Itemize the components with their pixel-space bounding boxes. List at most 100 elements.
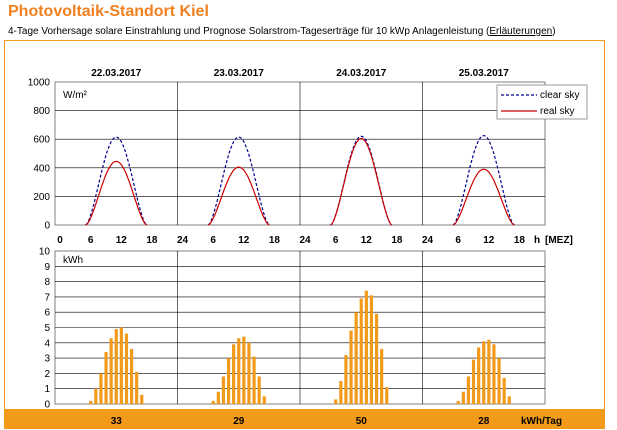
daily-total-label-3: 50 [356, 416, 368, 427]
energy-bar [471, 359, 476, 404]
page-title: Photovoltaik-Standort Kiel [8, 3, 209, 20]
energy-bar [380, 348, 384, 404]
date-label-3: 24.03.2017 [336, 68, 386, 79]
clear-sky-line-day-2 [207, 136, 270, 226]
legend-box [496, 84, 588, 120]
energy-bar [369, 295, 374, 404]
energy-tick-label: 1 [44, 384, 50, 395]
daily-total-label-2: 29 [233, 416, 245, 427]
totals-strip [4, 409, 605, 429]
energy-bar [94, 388, 98, 404]
energy-bar [492, 344, 496, 404]
daily-total-label-1: 33 [111, 416, 123, 427]
energy-tick-label: 3 [44, 354, 50, 365]
energy-bar [104, 351, 108, 404]
energy-tick-label: 9 [44, 262, 50, 273]
hour-tick-label: 18 [514, 235, 526, 246]
energy-bar [242, 336, 246, 404]
irradiance-tick-label: 400 [33, 163, 50, 174]
energy-bar [221, 376, 226, 404]
energy-bar [89, 400, 93, 404]
energy-bar [502, 377, 506, 404]
subtitle-end: ) [552, 26, 556, 37]
totals-unit-label: kWh/Tag [521, 416, 562, 427]
energy-bar [114, 329, 118, 404]
hour-tick-label: 24 [422, 235, 434, 246]
energy-bar [140, 394, 144, 404]
hour-tick-label: 18 [391, 235, 403, 246]
real-sky-line-day-3 [330, 137, 393, 226]
hour-tick-label: 18 [269, 235, 281, 246]
energy-bar [364, 290, 368, 404]
energy-bar [385, 387, 389, 404]
energy-bar [477, 347, 481, 404]
hour-tick-label: 12 [483, 235, 495, 246]
page-subtitle: 4-Tage Vorhersage solare Einstrahlung un… [8, 26, 556, 37]
energy-bar [349, 330, 353, 404]
energy-bar [257, 376, 261, 404]
legend-clear-sky-label: clear sky [540, 90, 579, 101]
energy-tick-label: 2 [44, 369, 50, 380]
energy-bar [466, 376, 471, 404]
irradiance-tick-label: 800 [33, 106, 50, 117]
energy-bar [247, 342, 251, 404]
irradiance-tick-label: 1000 [28, 78, 51, 89]
irradiance-tick-label: 0 [44, 221, 50, 232]
date-label-2: 23.03.2017 [214, 68, 264, 79]
explanations-link[interactable]: Erläuterungen [489, 26, 553, 37]
energy-bar [252, 356, 256, 404]
irradiance-tick-label: 200 [33, 192, 50, 203]
energy-bar [109, 338, 113, 404]
hour-tick-label: 0 [57, 235, 63, 246]
energy-bar [507, 396, 511, 404]
energy-bar [339, 381, 343, 404]
energy-tick-label: 6 [44, 308, 50, 319]
hour-tick-label: 6 [88, 235, 94, 246]
date-label-1: 22.03.2017 [91, 68, 141, 79]
hour-tick-label: 24 [299, 235, 311, 246]
real-sky-line-day-2 [207, 166, 270, 226]
date-label-4: 25.03.2017 [459, 68, 509, 79]
hour-tick-label: 6 [210, 235, 216, 246]
irradiance-unit-label: W/m² [63, 90, 88, 101]
real-sky-line-day-1 [85, 160, 148, 226]
energy-tick-label: 7 [44, 292, 50, 303]
energy-bar [497, 358, 501, 404]
energy-unit-label: kWh [63, 255, 83, 266]
clear-sky-line-day-4 [452, 134, 515, 226]
energy-tick-label: 4 [44, 338, 50, 349]
hour-tick-label: 6 [455, 235, 461, 246]
energy-bar [99, 373, 103, 404]
hour-tick-label: 12 [116, 235, 128, 246]
energy-bar [135, 371, 139, 404]
legend-real-sky-label: real sky [540, 106, 574, 117]
energy-bar [359, 298, 363, 404]
hour-tick-label: 18 [146, 235, 158, 246]
energy-bar [237, 338, 241, 404]
energy-bar [232, 344, 236, 404]
energy-bar [262, 396, 266, 404]
daily-total-label-4: 28 [478, 416, 490, 427]
energy-bar [119, 327, 123, 404]
energy-bar [129, 348, 134, 404]
energy-bar [124, 333, 129, 404]
clear-sky-line-day-1 [85, 136, 148, 226]
energy-bar [344, 355, 348, 404]
energy-bar [226, 358, 231, 404]
irradiance-tick-label: 600 [33, 135, 50, 146]
hour-tick-label: 12 [361, 235, 373, 246]
energy-bar [354, 312, 358, 404]
energy-bar [461, 391, 465, 404]
energy-bar [334, 399, 338, 404]
energy-bar [456, 400, 460, 404]
x-axis-label: h [534, 235, 540, 246]
energy-bar [374, 313, 379, 404]
hour-tick-label: 24 [177, 235, 189, 246]
hour-tick-label: 12 [238, 235, 250, 246]
subtitle-text: 4-Tage Vorhersage solare Einstrahlung un… [8, 26, 490, 37]
energy-tick-label: 0 [44, 400, 50, 411]
x-axis-unit: [MEZ] [545, 235, 573, 246]
energy-bar [482, 341, 486, 404]
energy-tick-label: 5 [44, 323, 50, 334]
